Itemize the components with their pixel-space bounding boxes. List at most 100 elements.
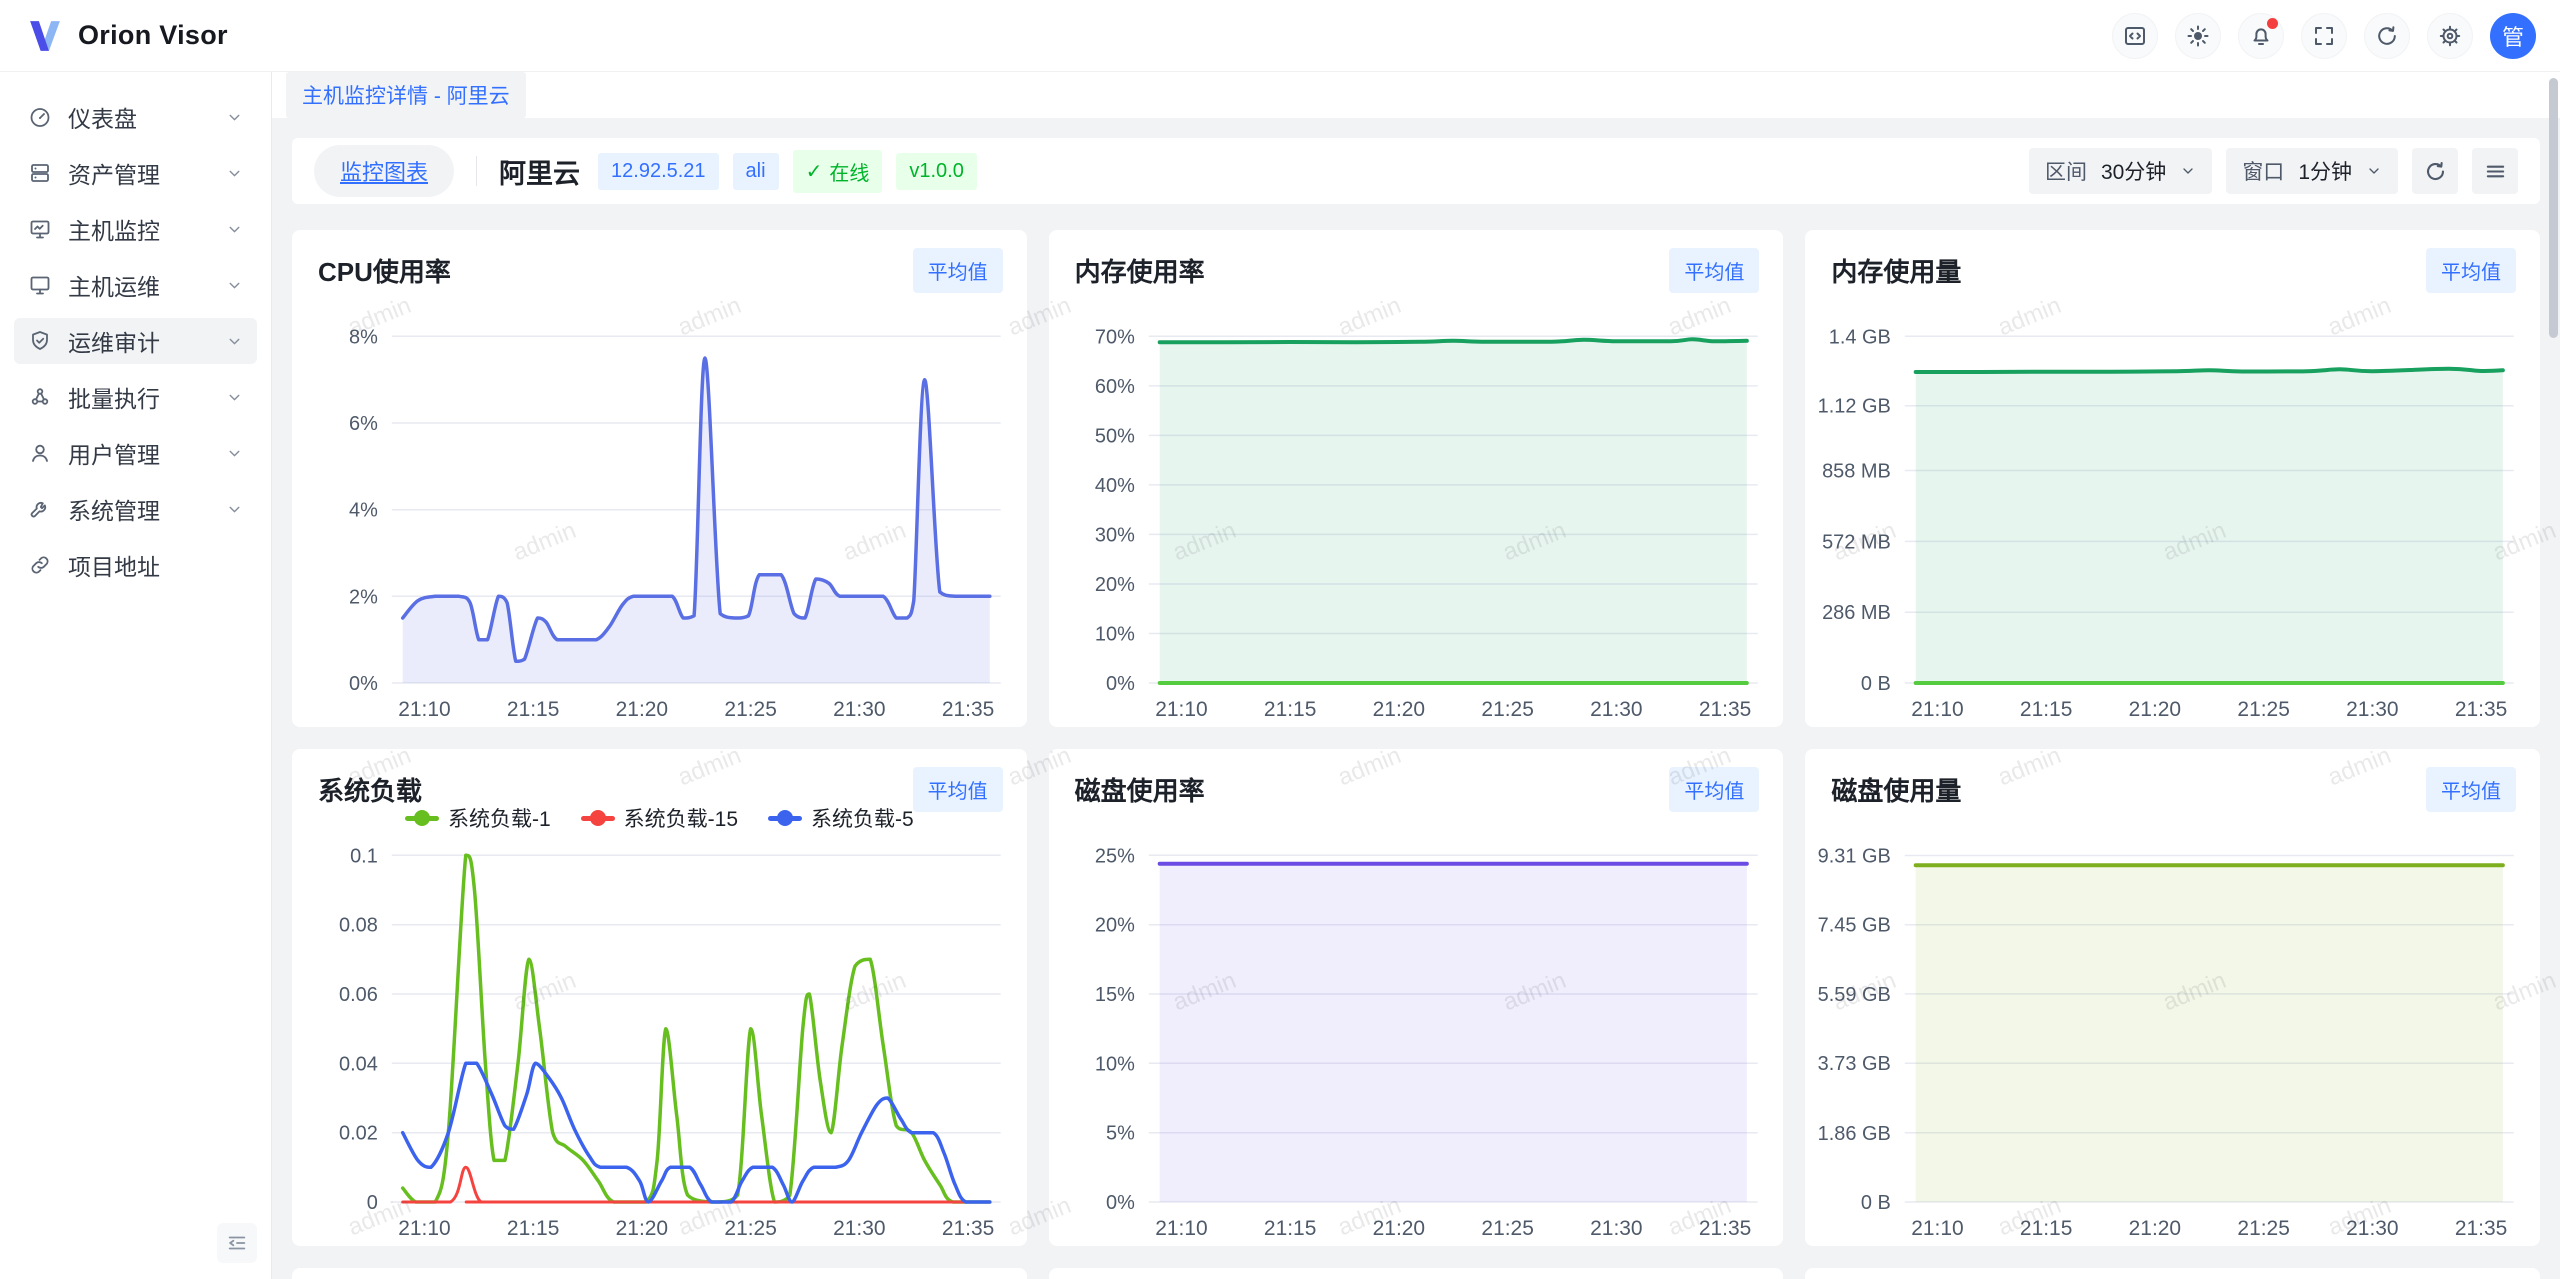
chevron-down-icon <box>2180 163 2196 179</box>
monitor-icon <box>28 273 58 297</box>
fullscreen-icon <box>2312 24 2336 48</box>
scrollbar[interactable] <box>2549 78 2558 338</box>
charts-grid: CPU使用率 平均值 0%2%4%6%8%21:1021:1521:2021:2… <box>292 230 2540 1246</box>
sun-icon <box>2186 24 2210 48</box>
host-user-badge: ali <box>733 153 779 190</box>
sidebar-item-label: 用户管理 <box>68 436 160 470</box>
chevron-down-icon <box>226 221 243 238</box>
server-stack-icon <box>28 161 58 185</box>
svg-text:0.1: 0.1 <box>350 845 378 867</box>
svg-text:0%: 0% <box>349 673 378 695</box>
sidebar: 仪表盘 资产管理 主机监控 主机运维 运维审计 批量执行 <box>0 72 272 1279</box>
divider <box>476 156 477 186</box>
chevron-down-icon <box>226 277 243 294</box>
memory-rate-chart: 0%10%20%30%40%50%60%70%21:1021:1521:2021… <box>1049 230 1784 727</box>
svg-text:21:20: 21:20 <box>616 1217 668 1240</box>
svg-text:5.59 GB: 5.59 GB <box>1818 984 1891 1006</box>
svg-text:21:25: 21:25 <box>2238 1217 2290 1240</box>
chart-title: 磁盘使用量 <box>1831 771 1961 808</box>
svg-text:6%: 6% <box>349 413 378 435</box>
svg-text:21:25: 21:25 <box>2238 698 2290 721</box>
svg-text:0.02: 0.02 <box>339 1123 378 1145</box>
sidebar-item-host-monitor[interactable]: 主机监控 <box>14 206 257 252</box>
chart-menu-button[interactable] <box>2472 148 2518 194</box>
toolbar-right: 区间 30分钟 窗口 1分钟 <box>2029 148 2518 194</box>
tab-bar: 主机监控详情 - 阿里云 <box>272 72 2560 118</box>
svg-text:0.04: 0.04 <box>339 1053 378 1075</box>
window-select[interactable]: 窗口 1分钟 <box>2226 148 2398 194</box>
avatar[interactable]: 管 <box>2490 13 2536 59</box>
settings-button[interactable] <box>2427 13 2473 59</box>
svg-text:21:35: 21:35 <box>1699 698 1751 721</box>
sidebar-item-host-ops[interactable]: 主机运维 <box>14 262 257 308</box>
memory-amount-chart: 0 B286 MB572 MB858 MB1.12 GB1.4 GB21:102… <box>1805 230 2540 727</box>
sidebar-item-user-mgmt[interactable]: 用户管理 <box>14 430 257 476</box>
legend-item[interactable]: 系统负载-15 <box>581 803 738 833</box>
host-name: 阿里云 <box>499 152 580 191</box>
svg-text:21:30: 21:30 <box>833 1217 885 1240</box>
memory-amount-card: 内存使用量 平均值 0 B286 MB572 MB858 MB1.12 GB1.… <box>1805 230 2540 727</box>
svg-text:21:25: 21:25 <box>724 1217 776 1240</box>
interval-select[interactable]: 区间 30分钟 <box>2029 148 2212 194</box>
sidebar-item-dashboard[interactable]: 仪表盘 <box>14 94 257 140</box>
svg-text:21:30: 21:30 <box>833 698 885 721</box>
svg-text:21:30: 21:30 <box>1590 1217 1642 1240</box>
svg-text:21:15: 21:15 <box>1264 698 1316 721</box>
api-code-button[interactable] <box>2112 13 2158 59</box>
sidebar-item-batch-exec[interactable]: 批量执行 <box>14 374 257 420</box>
cpu-usage-card: CPU使用率 平均值 0%2%4%6%8%21:1021:1521:2021:2… <box>292 230 1027 727</box>
svg-text:50%: 50% <box>1095 425 1135 447</box>
svg-text:70%: 70% <box>1095 326 1135 348</box>
svg-text:21:35: 21:35 <box>2455 1217 2507 1240</box>
chart-title: 内存使用率 <box>1075 252 1205 289</box>
shield-check-icon <box>28 329 58 353</box>
sidebar-item-label: 资产管理 <box>68 156 160 190</box>
svg-text:21:25: 21:25 <box>724 698 776 721</box>
avg-value-badge: 平均值 <box>1669 248 1759 293</box>
sidebar-item-project-link[interactable]: 项目地址 <box>14 542 257 588</box>
tab-host-monitor-detail[interactable]: 主机监控详情 - 阿里云 <box>286 72 526 118</box>
svg-text:7.45 GB: 7.45 GB <box>1818 915 1891 937</box>
disk-amount-chart: 0 B1.86 GB3.73 GB5.59 GB7.45 GB9.31 GB21… <box>1805 749 2540 1246</box>
notifications-button[interactable] <box>2238 13 2284 59</box>
disk-amount-card: 磁盘使用量 平均值 0 B1.86 GB3.73 GB5.59 GB7.45 G… <box>1805 749 2540 1246</box>
sidebar-item-label: 仪表盘 <box>68 100 137 134</box>
svg-text:10%: 10% <box>1095 623 1135 645</box>
sidebar-item-assets[interactable]: 资产管理 <box>14 150 257 196</box>
legend-marker <box>581 816 615 821</box>
link-icon <box>28 553 58 577</box>
svg-text:60%: 60% <box>1095 376 1135 398</box>
legend-marker <box>768 816 802 821</box>
svg-text:30%: 30% <box>1095 524 1135 546</box>
chart-title: 内存使用量 <box>1831 252 1961 289</box>
svg-text:21:10: 21:10 <box>398 1217 450 1240</box>
svg-text:21:15: 21:15 <box>507 1217 559 1240</box>
svg-text:21:30: 21:30 <box>2346 698 2398 721</box>
sidebar-collapse-button[interactable] <box>217 1223 257 1263</box>
legend-item[interactable]: 系统负载-1 <box>405 803 551 833</box>
sidebar-item-system-mgmt[interactable]: 系统管理 <box>14 486 257 532</box>
svg-text:286 MB: 286 MB <box>1822 602 1891 624</box>
svg-text:4%: 4% <box>349 500 378 522</box>
refresh-button[interactable] <box>2364 13 2410 59</box>
svg-text:21:25: 21:25 <box>1481 1217 1533 1240</box>
svg-text:21:15: 21:15 <box>1264 1217 1316 1240</box>
menu-fold-icon <box>226 1232 248 1254</box>
window-select-label: 窗口 <box>2242 156 2284 186</box>
host-toolbar: 监控图表 阿里云 12.92.5.21 ali ✓在线 v1.0.0 区间 30… <box>292 138 2540 204</box>
charts-refresh-button[interactable] <box>2412 148 2458 194</box>
svg-text:0%: 0% <box>1106 673 1135 695</box>
sidebar-item-ops-audit[interactable]: 运维审计 <box>14 318 257 364</box>
monitor-chart-tab[interactable]: 监控图表 <box>314 145 454 197</box>
top-header: Orion Visor <box>0 0 2560 72</box>
theme-toggle-button[interactable] <box>2175 13 2221 59</box>
version-badge: v1.0.0 <box>896 153 976 190</box>
svg-text:0 B: 0 B <box>1861 673 1891 695</box>
fullscreen-button[interactable] <box>2301 13 2347 59</box>
svg-text:9.31 GB: 9.31 GB <box>1818 845 1891 867</box>
svg-text:21:35: 21:35 <box>2455 698 2507 721</box>
legend-label: 系统负载-15 <box>624 803 738 833</box>
monitor-chart-icon <box>28 217 58 241</box>
legend-item[interactable]: 系统负载-5 <box>768 803 914 833</box>
svg-text:0.06: 0.06 <box>339 984 378 1006</box>
